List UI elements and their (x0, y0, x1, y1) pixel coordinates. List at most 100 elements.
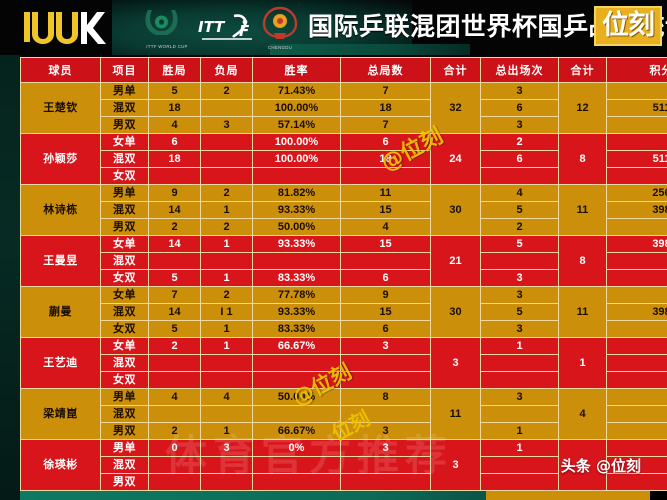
appearances-cell (480, 371, 559, 389)
event-name-cell: 女单 (100, 235, 149, 253)
table-row: 混双 (21, 405, 667, 423)
player-name-cell: 王艺迪 (20, 337, 101, 389)
win-rate-cell: 100.00% (252, 133, 341, 151)
total-games-cell: 6 (340, 133, 431, 151)
total-games-cell (340, 354, 431, 372)
event-name-cell: 男双 (100, 116, 149, 134)
appearances-cell: 3 (480, 269, 559, 287)
appearances-cell: 3 (480, 286, 559, 304)
total-games-cell (340, 371, 431, 389)
appearances-cell: 5 (480, 303, 559, 321)
table-row: 女双 5 1 83.33% 6 3 (21, 320, 667, 338)
footer-watermark: 头条 @位刻 (560, 457, 641, 475)
table-row: 梁靖崑 男单 4 4 50.00% 8 11 3 4 (20, 388, 667, 440)
win-rate-cell: 50.00% (252, 388, 341, 406)
wins-cell: 0 (148, 439, 201, 457)
win-rate-cell (252, 252, 341, 270)
appear-sum-cell: 8 (558, 133, 607, 185)
points-cell: 398 (606, 303, 667, 321)
wins-cell: 4 (148, 116, 201, 134)
games-sum-cell: 24 (430, 133, 481, 185)
total-games-cell: 11 (340, 184, 431, 202)
total-games-cell (340, 252, 431, 270)
points-cell (606, 439, 667, 457)
event-name-cell: 女单 (100, 286, 149, 304)
wins-cell: 18 (148, 150, 201, 168)
header-green-bar (270, 44, 470, 55)
player-name-cell: 孙颖莎 (20, 133, 101, 185)
points-cell (606, 252, 667, 270)
win-rate-cell: 100.00% (252, 150, 341, 168)
appearances-cell: 1 (480, 439, 559, 457)
losses-cell (200, 99, 253, 117)
svg-text:F: F (239, 22, 250, 40)
appearances-cell (480, 405, 559, 423)
ittf-world-cup-logo: ITTF WORLD CUP (140, 7, 194, 49)
appearances-cell: 5 (480, 235, 559, 253)
win-rate-cell (252, 167, 341, 185)
win-rate-cell (252, 354, 341, 372)
wins-cell: 5 (148, 320, 201, 338)
appear-sum-cell: 11 (558, 286, 607, 338)
win-rate-cell: 81.82% (252, 184, 341, 202)
games-sum-cell: 3 (430, 439, 481, 491)
chengdu-logo: CHENGDU (258, 6, 302, 50)
games-sum-cell: 30 (430, 184, 481, 236)
points-cell (606, 405, 667, 423)
losses-cell: 1 (200, 235, 253, 253)
appear-sum-cell: 8 (558, 235, 607, 287)
win-rate-cell: 93.33% (252, 235, 341, 253)
wins-cell (148, 371, 201, 389)
games-sum-cell: 3 (430, 337, 481, 389)
losses-cell: 1 (200, 337, 253, 355)
event-name-cell: 女单 (100, 337, 149, 355)
points-cell (606, 371, 667, 389)
appearances-cell: 5 (480, 201, 559, 219)
win-rate-cell (252, 405, 341, 423)
event-name-cell: 女双 (100, 371, 149, 389)
wins-cell: 2 (148, 422, 201, 440)
event-name-cell: 女单 (100, 133, 149, 151)
event-name-cell: 女双 (100, 167, 149, 185)
table-row: 徐瑛彬 男单 0 3 0% 3 3 1 1 (20, 439, 667, 491)
losses-cell: 1 (200, 269, 253, 287)
stats-header-row: 球员 项目 胜局 负局 胜率 总局数 合计 总出场次 合计 积分 (20, 57, 667, 83)
win-rate-cell: 93.33% (252, 303, 341, 321)
wins-cell: 2 (148, 337, 201, 355)
games-sum-cell: 11 (430, 388, 481, 440)
table-row: 女双 5 1 83.33% 6 3 (21, 269, 667, 287)
player-name-cell: 徐瑛彬 (20, 439, 101, 491)
appear-sum-cell: 1 (558, 439, 607, 491)
points-cell (606, 473, 667, 491)
points-cell (606, 82, 667, 100)
player-name-cell: 蒯曼 (20, 286, 101, 338)
total-games-cell: 3 (340, 439, 431, 457)
wins-cell (148, 354, 201, 372)
points-cell: 256 (606, 184, 667, 202)
win-rate-cell: 66.67% (252, 337, 341, 355)
appearances-cell: 3 (480, 320, 559, 338)
appearances-cell (480, 473, 559, 491)
appearances-cell: 6 (480, 150, 559, 168)
win-rate-cell: 77.78% (252, 286, 341, 304)
total-games-cell: 3 (340, 337, 431, 355)
col-total-games: 总局数 (340, 57, 431, 83)
total-games-cell (340, 405, 431, 423)
total-games-cell: 8 (340, 388, 431, 406)
win-rate-cell: 93.33% (252, 201, 341, 219)
win-rate-cell: 57.14% (252, 116, 341, 134)
appearances-cell: 6 (480, 99, 559, 117)
points-cell (606, 116, 667, 134)
losses-cell: 1 (200, 320, 253, 338)
wins-cell: 5 (148, 269, 201, 287)
col-appear-sum: 合计 (558, 57, 607, 83)
win-rate-cell (252, 456, 341, 474)
wins-cell: 9 (148, 184, 201, 202)
table-row: 女双 (21, 167, 667, 185)
col-points: 积分 (606, 57, 667, 83)
appear-sum-cell: 1 (558, 337, 607, 389)
losses-cell: 3 (200, 439, 253, 457)
points-cell: 398 (606, 235, 667, 253)
player-name-cell: 林诗栋 (20, 184, 101, 236)
